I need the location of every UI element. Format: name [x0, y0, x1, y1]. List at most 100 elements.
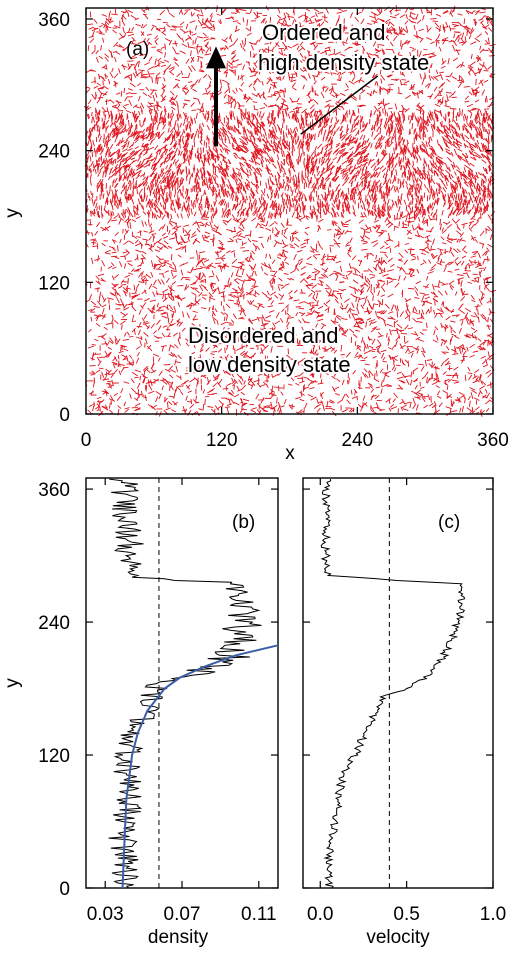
particle-4444 — [339, 274, 345, 277]
particle-3040 — [344, 137, 350, 142]
particle-4025 — [393, 367, 397, 372]
particle-4330 — [192, 287, 198, 289]
particle-4185 — [409, 270, 415, 277]
particle-3765 — [336, 230, 340, 237]
particle-1020 — [91, 116, 93, 124]
particle-3507 — [476, 262, 482, 266]
particle-3137 — [288, 168, 291, 174]
particle-575 — [91, 111, 93, 117]
particle-2578 — [311, 182, 315, 189]
particle-502 — [307, 147, 310, 152]
particle-3521 — [123, 348, 129, 352]
particle-3065 — [162, 204, 165, 210]
particle-1278 — [212, 147, 218, 154]
particle-3073 — [463, 113, 467, 119]
particle-2973 — [155, 199, 159, 205]
particle-185 — [157, 207, 161, 212]
particle-4876 — [217, 378, 223, 385]
particle-4288 — [355, 320, 360, 327]
particle-4216 — [251, 270, 255, 277]
particle-3647 — [135, 357, 140, 364]
particle-2835 — [290, 161, 295, 168]
particle-4791 — [89, 364, 96, 367]
particle-2290 — [426, 150, 430, 157]
particle-2538 — [134, 146, 140, 149]
particle-3394 — [457, 154, 463, 160]
particle-2281 — [201, 160, 206, 167]
particle-4834 — [153, 378, 160, 383]
particle-3085 — [228, 138, 231, 145]
particle-1893 — [430, 123, 436, 130]
particle-4870 — [231, 258, 238, 264]
particle-860 — [482, 143, 485, 150]
particle-4220 — [278, 408, 282, 414]
particle-2455 — [317, 143, 323, 150]
particle-607 — [120, 121, 122, 128]
particle-4944 — [242, 398, 250, 402]
particle-3244 — [120, 113, 122, 120]
particle-995 — [315, 151, 320, 158]
particle-180 — [445, 148, 451, 152]
particle-1151 — [302, 201, 305, 208]
particle-3187 — [389, 154, 394, 161]
particle-3307 — [391, 167, 395, 173]
particle-2320 — [260, 121, 264, 127]
particle-3220 — [167, 197, 169, 203]
particle-3251 — [210, 204, 214, 211]
particle-2871 — [98, 126, 101, 133]
particle-3011 — [150, 157, 156, 162]
particle-4451 — [382, 360, 388, 363]
particle-2565 — [158, 149, 162, 155]
particle-1038 — [188, 179, 191, 185]
particle-3116 — [230, 113, 233, 120]
particle-1579 — [225, 163, 230, 168]
particle-4749 — [410, 267, 415, 271]
particle-660 — [204, 113, 207, 120]
particle-682 — [255, 167, 260, 173]
particle-1572 — [243, 135, 248, 140]
particle-1233 — [454, 185, 458, 191]
particle-3967 — [111, 275, 115, 281]
particle-3179 — [176, 170, 180, 176]
particle-1349 — [254, 129, 256, 135]
particle-4520 — [124, 408, 129, 413]
particle-4331 — [309, 306, 315, 311]
particle-389 — [422, 132, 425, 138]
particle-2908 — [437, 126, 441, 133]
particle-2061 — [317, 184, 320, 190]
particle-2631 — [252, 192, 255, 200]
particle-2777 — [173, 192, 176, 198]
particle-2552 — [203, 180, 206, 186]
particle-3233 — [270, 180, 275, 186]
particle-4242 — [320, 379, 323, 384]
particle-3377 — [181, 206, 184, 212]
particle-1523 — [354, 116, 358, 121]
particle-2676 — [364, 140, 367, 146]
particle-2544 — [180, 130, 185, 137]
particle-4724 — [462, 394, 466, 400]
particle-1524 — [112, 211, 115, 216]
particle-207 — [484, 126, 486, 133]
particle-702 — [142, 118, 146, 124]
particle-2111 — [414, 135, 418, 141]
particle-722 — [430, 188, 433, 195]
particle-1616 — [249, 135, 252, 142]
particle-4619 — [315, 365, 318, 373]
particle-1398 — [330, 211, 334, 218]
particle-2622 — [135, 115, 140, 122]
particle-507 — [291, 197, 294, 203]
particle-642 — [163, 157, 166, 165]
particle-3297 — [398, 160, 401, 166]
particle-3141 — [310, 134, 315, 141]
particle-252 — [325, 202, 327, 208]
particle-4601 — [102, 406, 109, 411]
particle-3788 — [365, 321, 367, 328]
particle-985 — [296, 180, 298, 187]
particle-2000 — [137, 155, 142, 162]
particle-1807 — [101, 123, 105, 130]
particle-650 — [109, 133, 112, 138]
particle-4305 — [251, 250, 256, 255]
particle-821 — [171, 180, 174, 185]
particle-2175 — [117, 212, 121, 218]
particle-4543 — [116, 297, 120, 304]
